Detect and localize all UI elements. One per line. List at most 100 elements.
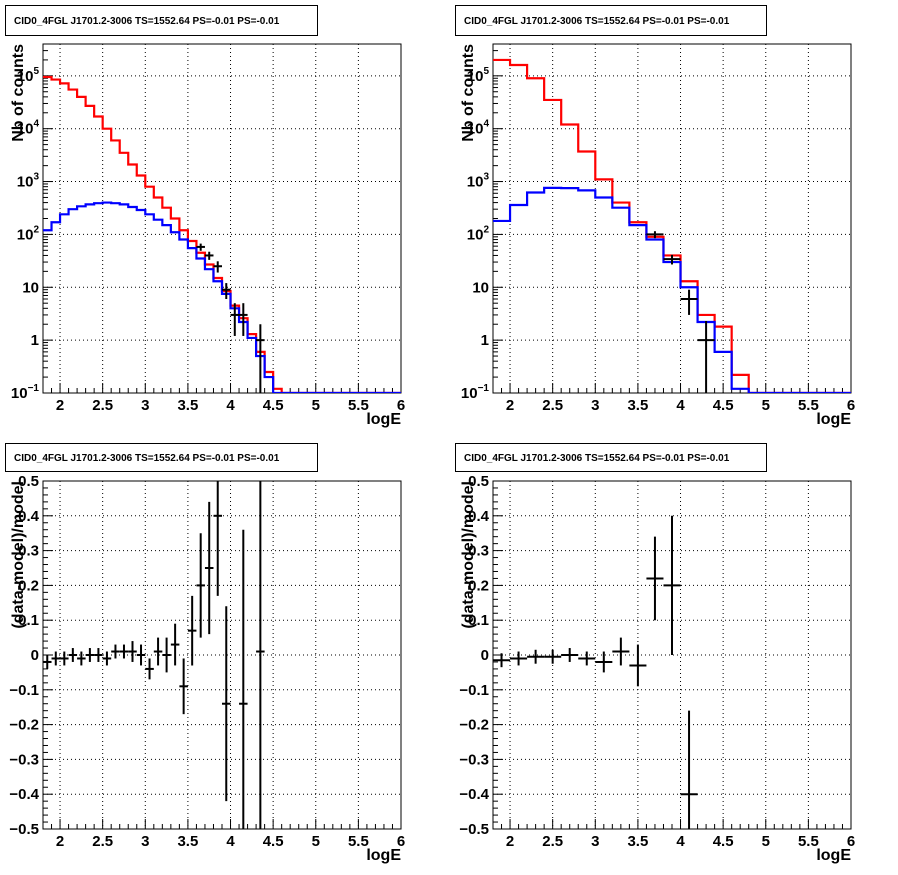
residual-point: [162, 637, 171, 673]
x-tick-label: 4.5: [713, 397, 734, 414]
title-box: [5, 5, 318, 36]
y-tick-label-exponent: 3: [483, 172, 489, 183]
plot-area: [43, 75, 401, 393]
residual-point: [153, 637, 163, 666]
y-tick-label: −0.3: [459, 751, 489, 768]
x-tick-label: 2: [506, 397, 514, 414]
x-tick-label: 6: [847, 397, 855, 414]
data-point: [204, 251, 214, 260]
y-tick-label: 0.1: [468, 612, 489, 629]
y-tick-label: 0.5: [468, 473, 489, 490]
chart-title: CID0_4FGL J1701.2-3006 TS=1552.64 PS=-0.…: [14, 16, 280, 27]
y-tick-label: −0.2: [9, 717, 39, 734]
y-tick-label: −0.1: [459, 682, 489, 699]
data-point: [213, 261, 222, 273]
x-tick-label: 5: [312, 397, 320, 414]
y-tick-label: 102: [17, 224, 40, 243]
residual-point: [77, 651, 86, 666]
y-tick-label-exponent: 5: [483, 66, 489, 77]
residual-point: [213, 481, 222, 596]
x-tick-label: 4.5: [263, 397, 284, 414]
y-tick-label: −0.5: [9, 821, 39, 838]
x-tick-label: 2: [506, 833, 514, 850]
y-tick-label-base: 10: [17, 68, 34, 85]
y-tick-label: 0.3: [18, 543, 39, 560]
x-axis-label: logE: [816, 411, 851, 428]
y-tick-label: 1: [481, 332, 489, 349]
x-tick-label: 4.5: [263, 833, 284, 850]
y-tick-label: 10: [472, 279, 489, 296]
y-tick-label-base: 10: [11, 385, 28, 402]
x-tick-label: 3.5: [177, 397, 198, 414]
x-tick-label: 3.5: [627, 397, 648, 414]
plot-panel-2: CID0_4FGL J1701.2-3006 TS=1552.64 PS=-0.…: [455, 5, 855, 428]
y-tick-label-exponent: 2: [483, 224, 489, 235]
data-point: [196, 243, 205, 251]
plot-frame: [492, 43, 852, 394]
y-tick-label: −0.2: [459, 717, 489, 734]
y-tick-label-exponent: −1: [478, 383, 490, 394]
residual-point: [629, 644, 647, 687]
x-tick-label: 4: [226, 833, 235, 850]
y-tick-label: −0.4: [459, 786, 489, 803]
y-tick-label: 10: [22, 279, 39, 296]
series-line-1: [493, 58, 851, 393]
x-axis-label: logE: [816, 847, 851, 864]
y-tick-label: 105: [467, 66, 490, 85]
y-tick-label: 105: [17, 66, 40, 85]
chart-title: CID0_4FGL J1701.2-3006 TS=1552.64 PS=-0.…: [464, 16, 730, 27]
x-axis-label: logE: [366, 411, 401, 428]
x-tick-label: 2: [56, 397, 64, 414]
y-tick-label-exponent: 2: [33, 224, 39, 235]
y-tick-label: −0.3: [9, 751, 39, 768]
y-tick-label: 104: [17, 119, 40, 138]
residual-point: [68, 648, 78, 662]
x-tick-label: 6: [847, 833, 855, 850]
x-tick-label: 4.5: [713, 833, 734, 850]
residual-point: [145, 658, 154, 680]
y-tick-label-base: 10: [17, 174, 34, 191]
y-tick-label-base: 10: [17, 226, 34, 243]
residual-point: [196, 533, 205, 638]
residual-point: [493, 653, 511, 668]
data-point: [663, 254, 681, 265]
x-tick-label: 6: [397, 397, 405, 414]
residual-point: [43, 655, 52, 669]
residual-point: [561, 648, 579, 662]
x-tick-label: 3: [141, 397, 149, 414]
y-tick-label-exponent: 5: [33, 66, 39, 77]
y-tick-label-base: 10: [17, 121, 34, 138]
x-tick-label: 5.5: [348, 397, 369, 414]
residual-point: [544, 649, 562, 664]
y-tick-label-exponent: 3: [33, 172, 39, 183]
chart-title: CID0_4FGL J1701.2-3006 TS=1552.64 PS=-0.…: [464, 453, 730, 464]
residual-point: [187, 595, 197, 666]
residual-point: [60, 651, 69, 666]
y-tick-label: 103: [467, 172, 490, 191]
x-tick-label: 3: [141, 833, 149, 850]
plot-panel-3: CID0_4FGL J1701.2-3006 TS=1552.64 PS=-0.…: [5, 443, 405, 864]
y-tick-label-exponent: −1: [28, 383, 40, 394]
residual-point: [595, 651, 613, 673]
y-tick-label-base: 10: [467, 68, 484, 85]
series-line-1: [43, 75, 401, 393]
x-tick-label: 2.5: [542, 833, 563, 850]
y-tick-label: −0.4: [9, 786, 39, 803]
residual-point: [136, 644, 146, 666]
y-tick-label: 0.5: [18, 473, 39, 490]
title-box: [455, 5, 767, 36]
plot-panel-1: CID0_4FGL J1701.2-3006 TS=1552.64 PS=-0.…: [5, 5, 405, 428]
plot-area: [493, 58, 851, 393]
y-tick-label: 1: [31, 332, 39, 349]
x-tick-label: 2.5: [542, 397, 563, 414]
residual-point: [527, 649, 545, 664]
x-tick-label: 5.5: [798, 833, 819, 850]
residual-point: [646, 536, 664, 621]
plot-frame: [42, 43, 402, 394]
data-point: [646, 231, 664, 239]
residual-point: [578, 651, 596, 666]
series-line-2: [43, 201, 401, 393]
x-tick-label: 6: [397, 833, 405, 850]
x-tick-label: 3.5: [177, 833, 198, 850]
